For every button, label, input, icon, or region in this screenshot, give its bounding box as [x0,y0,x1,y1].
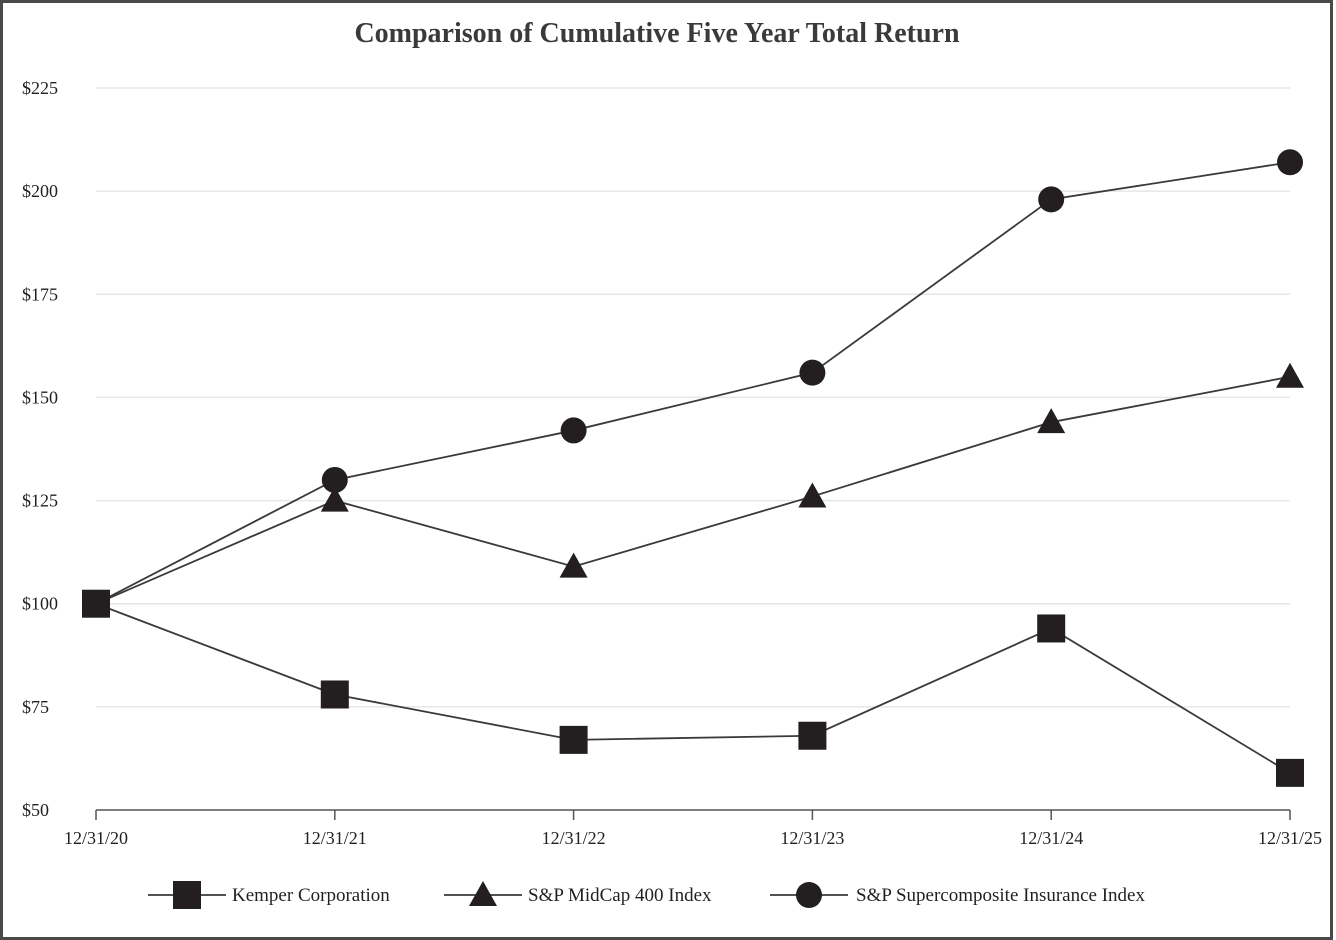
legend-marker-triangle [469,881,497,906]
legend-label: S&P Supercomposite Insurance Index [856,885,1145,906]
y-tick-label: $50 [22,800,49,820]
legend: Kemper Corporation S&P MidCap 400 Index S&… [148,881,1145,909]
data-point-circle [1277,149,1303,176]
x-tick-label: 12/31/24 [1019,828,1083,848]
data-point-square [798,721,827,750]
series-line-triangle [95,375,1291,605]
x-tick-label: 12/31/25 [1258,828,1322,848]
legend-marker-square [173,881,201,909]
x-tick-label: 12/31/23 [780,828,844,848]
y-tick-label: $150 [22,387,58,407]
axes: $50 $75 $100 $125 $150 $175 $200 $225 12/31/20 12… [22,78,1322,848]
data-point-square [1276,758,1304,787]
data-point-circle [83,590,109,617]
data-point-circle [560,417,587,444]
legend-label: S&P MidCap 400 Index [528,885,712,906]
y-tick-label: $225 [22,78,58,98]
y-tick-label: $100 [22,594,58,614]
series-line-circle [95,161,1291,605]
y-tick-label: $125 [22,491,58,511]
y-tick-label: $200 [22,181,58,201]
chart-title: Comparison of Cumulative Five Year Total… [354,18,960,49]
data-point-triangle [798,482,827,508]
legend-label: Kemper Corporation [232,885,390,906]
gridlines [96,87,1290,708]
x-tick-label: 12/31/21 [303,828,367,848]
y-tick-label: $175 [22,284,58,304]
data-point-triangle [559,552,588,578]
data-point-triangle [1037,408,1066,434]
data-point-square [320,680,349,709]
legend-marker-circle [796,882,822,908]
data-point-square [559,725,588,754]
x-tick-label: 12/31/22 [542,828,606,848]
data-point-triangle [1276,362,1304,388]
series-line-square [95,602,1291,774]
y-tick-label: $75 [22,697,49,717]
data-point-circle [799,359,826,386]
series-group [82,149,1304,787]
x-tick-label: 12/31/20 [64,828,128,848]
data-point-circle [321,466,348,493]
data-point-square [1037,614,1066,643]
data-point-triangle [320,486,349,512]
data-point-circle [1038,186,1065,213]
